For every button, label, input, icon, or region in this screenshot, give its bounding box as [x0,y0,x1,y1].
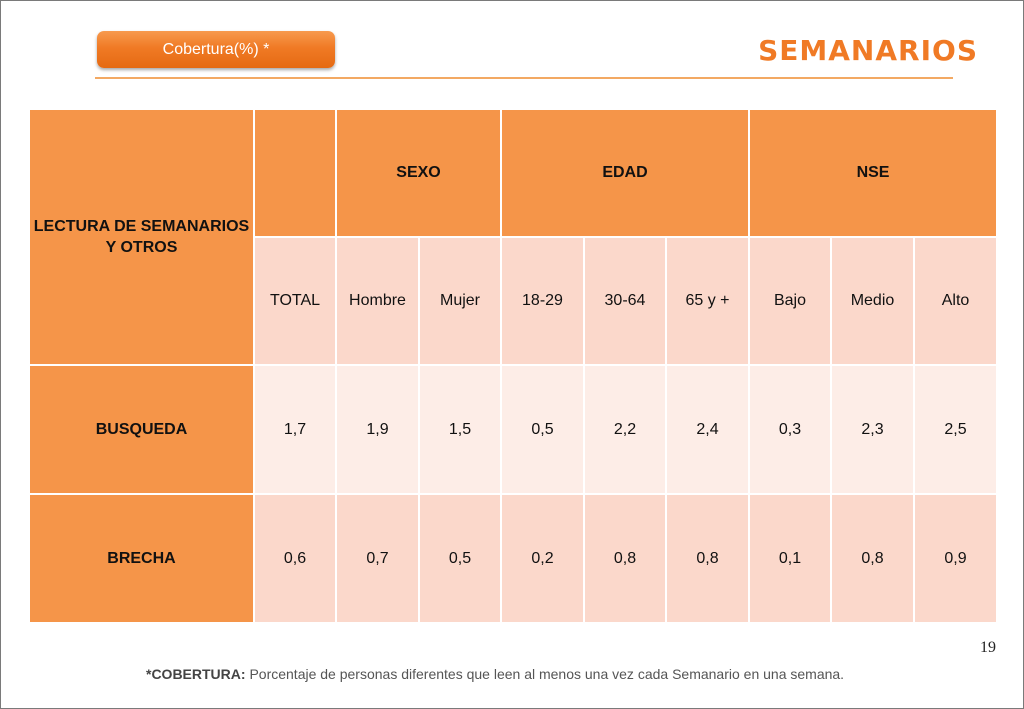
column-header: Bajo [748,236,832,366]
column-header: 30-64 [583,236,667,366]
group-header-nse: NSE [747,108,999,238]
table-cell: 1,9 [335,364,420,495]
table-cell: 2,3 [830,364,915,495]
table-cell: 0,3 [748,364,832,495]
table-cell: 1,7 [253,364,337,495]
table-stub-header: LECTURA DE SEMANARIOS Y OTROS [28,108,255,366]
table-cell: 0,5 [500,364,585,495]
table-cell: 0,9 [912,493,999,624]
empty-header-cell [253,108,337,238]
page-number: 19 [980,639,996,656]
table-cell: 2,2 [583,364,667,495]
coverage-table: LECTURA DE SEMANARIOS Y OTROS SEXO EDAD … [28,108,999,624]
row-label-busqueda: BUSQUEDA [28,364,255,495]
table-cell: 0,5 [418,493,502,624]
footnote-label: *COBERTURA: [146,666,246,682]
table-cell: 1,5 [418,364,502,495]
column-header: 65 y + [665,236,750,366]
column-header: Hombre [335,236,420,366]
coverage-label-text: Cobertura(%) * [162,40,270,58]
row-label-brecha: BRECHA [28,493,255,624]
column-header: TOTAL [253,236,337,366]
group-header-sexo: SEXO [335,108,502,238]
table-cell: 0,8 [583,493,667,624]
table-row: BRECHA 0,6 0,7 0,5 0,2 0,8 0,8 0,1 0,8 0… [28,493,999,624]
table-row: BUSQUEDA 1,7 1,9 1,5 0,5 2,2 2,4 0,3 2,3… [28,364,999,495]
footnote: *COBERTURA: Porcentaje de personas difer… [146,665,886,684]
column-header: Medio [830,236,915,366]
table-cell: 2,4 [665,364,750,495]
group-header-edad: EDAD [500,108,750,238]
column-header: Alto [912,236,999,366]
slide-title: SEMANARIOS [758,34,978,67]
table-cell: 0,8 [830,493,915,624]
column-header: 18-29 [500,236,585,366]
table-cell: 0,2 [500,493,585,624]
coverage-label-pill: Cobertura(%) * [97,31,335,68]
table-cell: 0,1 [748,493,832,624]
table-cell: 2,5 [912,364,999,495]
footnote-text: Porcentaje de personas diferentes que le… [249,666,845,682]
column-header: Mujer [418,236,502,366]
table-cell: 0,7 [335,493,420,624]
table-cell: 0,6 [253,493,337,624]
header-divider [95,77,953,79]
table-cell: 0,8 [665,493,750,624]
